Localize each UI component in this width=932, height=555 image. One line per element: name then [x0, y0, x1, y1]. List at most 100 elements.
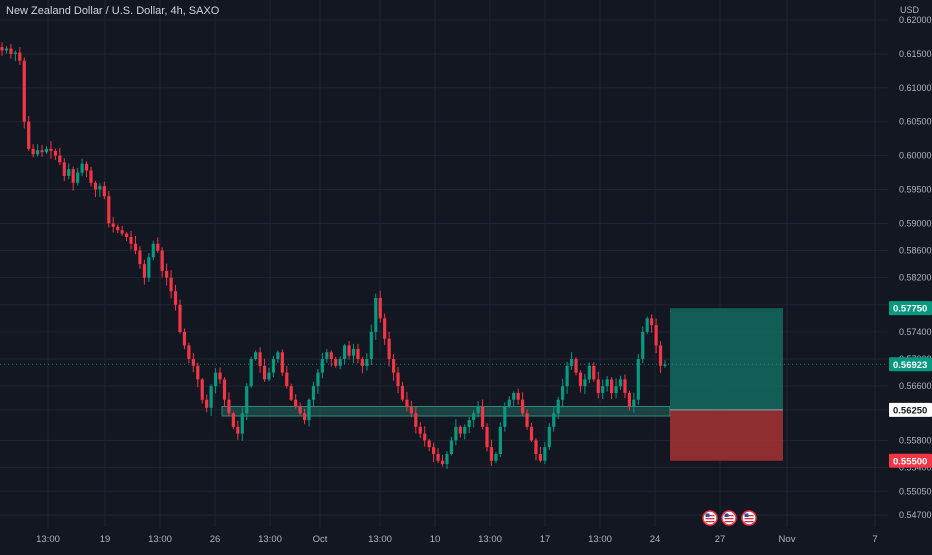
candle-body: [231, 413, 235, 427]
x-axis[interactable]: 13:00 19 13:00 26 13:00 Oct 13:00 10 13:00 17 13:0…: [36, 534, 878, 545]
candle-body: [623, 379, 627, 393]
candle: [578, 370, 583, 393]
currency-label: USD: [900, 5, 920, 15]
candle: [383, 313, 387, 345]
candle: [147, 252, 151, 283]
flag-stripe: [705, 518, 715, 520]
flag-stripe: [705, 515, 715, 517]
x-tick-label: 10: [430, 534, 441, 545]
candle-body: [89, 170, 93, 183]
candle-body: [191, 359, 195, 366]
candle-body: [383, 318, 387, 339]
candle: [414, 406, 418, 434]
candle: [62, 158, 66, 182]
candle-body: [4, 48, 9, 51]
candle-body: [458, 426, 462, 434]
candle: [543, 442, 547, 465]
candle: [650, 314, 654, 333]
candle-body: [561, 386, 565, 400]
candle-body: [129, 236, 133, 244]
candle: [400, 381, 405, 402]
candle: [569, 352, 574, 370]
candle: [356, 343, 360, 364]
candle-body: [485, 426, 489, 448]
candle: [271, 355, 276, 378]
us-flag-icon: [721, 510, 737, 526]
candle-body: [565, 365, 569, 387]
candle-body: [178, 304, 182, 332]
candle: [294, 394, 298, 409]
candle: [396, 366, 400, 394]
candle: [22, 57, 26, 129]
candle: [240, 407, 244, 441]
x-tick-label: 17: [540, 534, 551, 545]
candle: [120, 225, 124, 236]
candle-body: [165, 270, 169, 278]
candle: [49, 141, 53, 159]
flag-canton: [744, 513, 749, 517]
candle: [298, 402, 302, 416]
x-tick-label: 13:00: [368, 534, 392, 545]
candle: [178, 299, 182, 334]
candle-body: [476, 406, 480, 414]
candle-body: [454, 426, 458, 441]
x-tick-label: 19: [100, 534, 111, 545]
candle-body: [449, 440, 454, 454]
candle-body: [107, 196, 111, 224]
candle: [316, 368, 320, 394]
candle: [627, 390, 632, 411]
candle: [218, 367, 222, 384]
candle-body: [93, 182, 98, 190]
candle-body: [432, 447, 436, 454]
x-tick-label: 13:00: [258, 534, 282, 545]
candle: [658, 341, 663, 374]
candle: [9, 44, 13, 59]
candle-body: [240, 413, 244, 434]
candle: [280, 349, 284, 376]
target-price-label: 0.57750: [893, 304, 927, 315]
y-tick-label: 0.58600: [899, 246, 932, 256]
candle: [35, 144, 40, 157]
candle: [227, 392, 231, 417]
candle: [13, 50, 17, 62]
y-axis[interactable]: 0.62000 0.61500 0.61000 0.60500 0.60000 0.595…: [889, 15, 932, 520]
flag-stripe: [744, 521, 754, 523]
candle-body: [614, 386, 618, 393]
candle: [347, 341, 351, 360]
candle: [610, 377, 614, 400]
candle-body: [222, 379, 227, 400]
candle: [654, 318, 658, 354]
candle-body: [369, 331, 373, 360]
candle-body: [418, 426, 422, 434]
candle-body: [578, 372, 583, 387]
candle: [53, 148, 57, 160]
candle: [432, 442, 436, 463]
candle-body: [529, 426, 534, 441]
y-tick-label: 0.59000: [899, 218, 932, 228]
candle: [601, 379, 605, 400]
candle-body: [151, 243, 155, 258]
candle: [329, 350, 333, 367]
candle-body: [49, 148, 53, 151]
candle: [449, 436, 454, 456]
candle: [213, 368, 218, 394]
candle-body: [409, 406, 413, 414]
candle: [76, 168, 80, 186]
target-price-label-bg: [889, 301, 932, 316]
candle-body: [507, 399, 511, 407]
candle-body: [205, 399, 209, 408]
candle: [209, 384, 213, 416]
candle-body: [534, 440, 538, 454]
candle: [556, 396, 560, 419]
candle-body: [440, 460, 445, 465]
candle: [507, 396, 511, 409]
candle: [98, 183, 102, 197]
candle: [494, 452, 498, 464]
candle-body: [294, 399, 298, 407]
candle-body: [84, 163, 89, 171]
candle-body: [610, 379, 614, 393]
y-tick-label: 0.60000: [899, 151, 932, 161]
flag-canton: [705, 513, 710, 517]
